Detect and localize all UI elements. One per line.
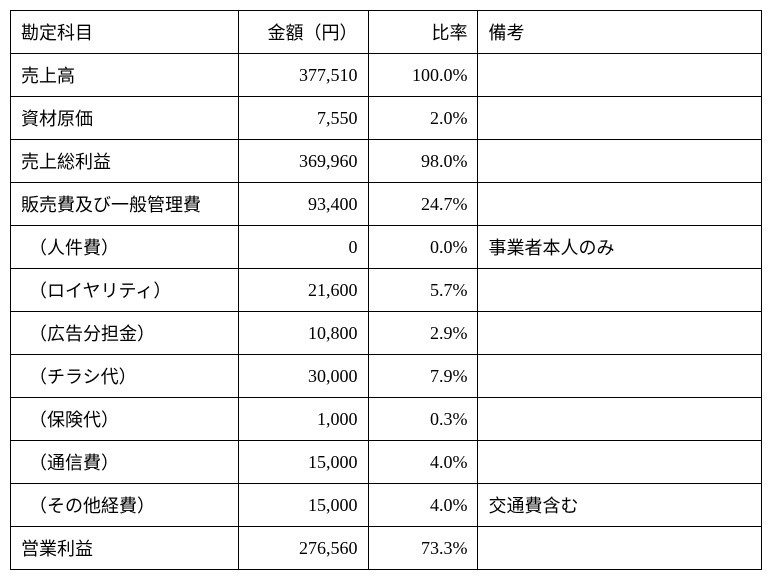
table-row: （広告分担金）10,8002.9% [11,312,762,355]
table-row: 資材原価7,5502.0% [11,97,762,140]
table-row: 売上総利益369,96098.0% [11,140,762,183]
table-row: 営業利益276,56073.3% [11,527,762,570]
cell-remarks [478,140,762,183]
table-row: （その他経費）15,0004.0%交通費含む [11,484,762,527]
cell-remarks [478,97,762,140]
cell-remarks [478,527,762,570]
cell-ratio: 2.0% [368,97,478,140]
cell-amount: 10,800 [238,312,368,355]
cell-amount: 369,960 [238,140,368,183]
table-row: （保険代）1,0000.3% [11,398,762,441]
cell-ratio: 24.7% [368,183,478,226]
cell-amount: 1,000 [238,398,368,441]
cell-ratio: 98.0% [368,140,478,183]
header-amount: 金額（円） [238,11,368,54]
cell-ratio: 73.3% [368,527,478,570]
cell-account: 資材原価 [11,97,239,140]
header-remarks: 備考 [478,11,762,54]
table-row: （ロイヤリティ）21,6005.7% [11,269,762,312]
cell-amount: 15,000 [238,484,368,527]
cell-remarks [478,312,762,355]
cell-remarks [478,269,762,312]
cell-remarks [478,441,762,484]
table-header-row: 勘定科目 金額（円） 比率 備考 [11,11,762,54]
cell-ratio: 7.9% [368,355,478,398]
cell-ratio: 100.0% [368,54,478,97]
table-row: 販売費及び一般管理費93,40024.7% [11,183,762,226]
financial-table: 勘定科目 金額（円） 比率 備考 売上高377,510100.0%資材原価7,5… [10,10,762,570]
cell-remarks: 交通費含む [478,484,762,527]
header-ratio: 比率 [368,11,478,54]
header-account: 勘定科目 [11,11,239,54]
cell-account: （その他経費） [11,484,239,527]
table-row: （通信費）15,0004.0% [11,441,762,484]
cell-amount: 30,000 [238,355,368,398]
cell-account: （人件費） [11,226,239,269]
cell-amount: 93,400 [238,183,368,226]
cell-remarks [478,183,762,226]
cell-ratio: 4.0% [368,484,478,527]
cell-account: 売上高 [11,54,239,97]
cell-amount: 0 [238,226,368,269]
cell-remarks [478,398,762,441]
cell-account: 営業利益 [11,527,239,570]
table-row: 売上高377,510100.0% [11,54,762,97]
cell-ratio: 0.3% [368,398,478,441]
cell-ratio: 0.0% [368,226,478,269]
cell-ratio: 2.9% [368,312,478,355]
cell-remarks [478,355,762,398]
cell-account: 販売費及び一般管理費 [11,183,239,226]
cell-amount: 276,560 [238,527,368,570]
cell-account: （保険代） [11,398,239,441]
cell-account: （ロイヤリティ） [11,269,239,312]
cell-ratio: 5.7% [368,269,478,312]
cell-account: （チラシ代） [11,355,239,398]
table-row: （チラシ代）30,0007.9% [11,355,762,398]
cell-remarks [478,54,762,97]
cell-ratio: 4.0% [368,441,478,484]
cell-account: （通信費） [11,441,239,484]
table-row: （人件費）00.0%事業者本人のみ [11,226,762,269]
cell-account: 売上総利益 [11,140,239,183]
table-body: 売上高377,510100.0%資材原価7,5502.0%売上総利益369,96… [11,54,762,570]
cell-amount: 7,550 [238,97,368,140]
cell-amount: 15,000 [238,441,368,484]
cell-amount: 377,510 [238,54,368,97]
cell-amount: 21,600 [238,269,368,312]
cell-remarks: 事業者本人のみ [478,226,762,269]
cell-account: （広告分担金） [11,312,239,355]
